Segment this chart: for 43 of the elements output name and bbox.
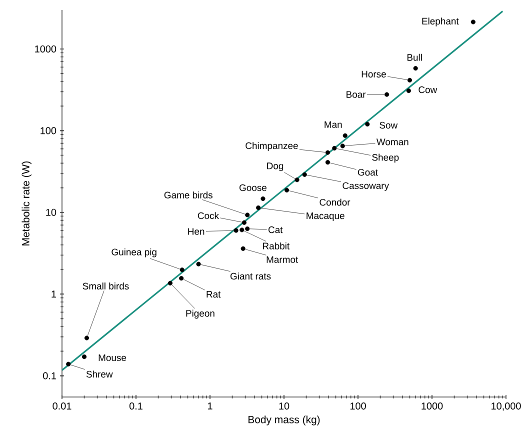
x-tick-label: 100 [350,402,366,410]
x-tick-label: 1000 [422,402,443,410]
y-tick-label: 100 [40,127,56,134]
annotation: Marmot [266,256,298,263]
annotation: Goat [358,168,378,176]
annotation: Chimpanzee [246,142,298,151]
annotation: Shrew [86,370,113,378]
annotation: Sheep [372,154,399,163]
annotation: Small birds [82,282,129,290]
y-tick-label: 1000 [35,45,56,52]
x-tick-label: 10,000 [492,402,521,411]
y-axis-title: Metabolic rate (W) [22,161,32,246]
annotation: Woman [376,138,408,146]
annotation: Goose [240,184,267,192]
y-tick-label: 0.1 [43,372,56,380]
annotation: Giant rats [230,272,271,280]
x-tick-label: 10 [279,402,290,410]
annotation: Bull [407,54,422,61]
y-tick-label: 1 [52,290,56,298]
annotation: Sow [380,122,398,129]
x-tick-label: 0.01 [52,402,72,410]
annotation: Rat [206,291,221,298]
annotation: Cock [198,212,220,220]
annotation: Macaque [306,212,344,221]
annotation: Hen [188,228,204,235]
annotation: Man [324,121,342,128]
annotation: Cassowary [342,182,390,191]
x-axis-title: Body mass (kg) [248,416,320,426]
annotation: Game birds [164,191,212,198]
x-tick-label: 0.1 [129,402,142,410]
y-tick-label: 10 [46,208,56,216]
annotation: Guinea pig [112,248,156,258]
annotation: Condor [320,198,350,206]
x-tick-label: 1 [208,402,212,410]
annotation: Pigeon [186,310,214,319]
annotation: Cat [268,226,283,234]
annotation: Mouse [98,354,126,362]
annotation: Cow [418,86,438,94]
annotation: Dog [267,162,284,172]
annotation: Boar [346,91,366,98]
annotation: Horse [362,70,386,78]
annotation: Elephant [422,18,459,26]
annotation: Rabbit [263,242,290,250]
